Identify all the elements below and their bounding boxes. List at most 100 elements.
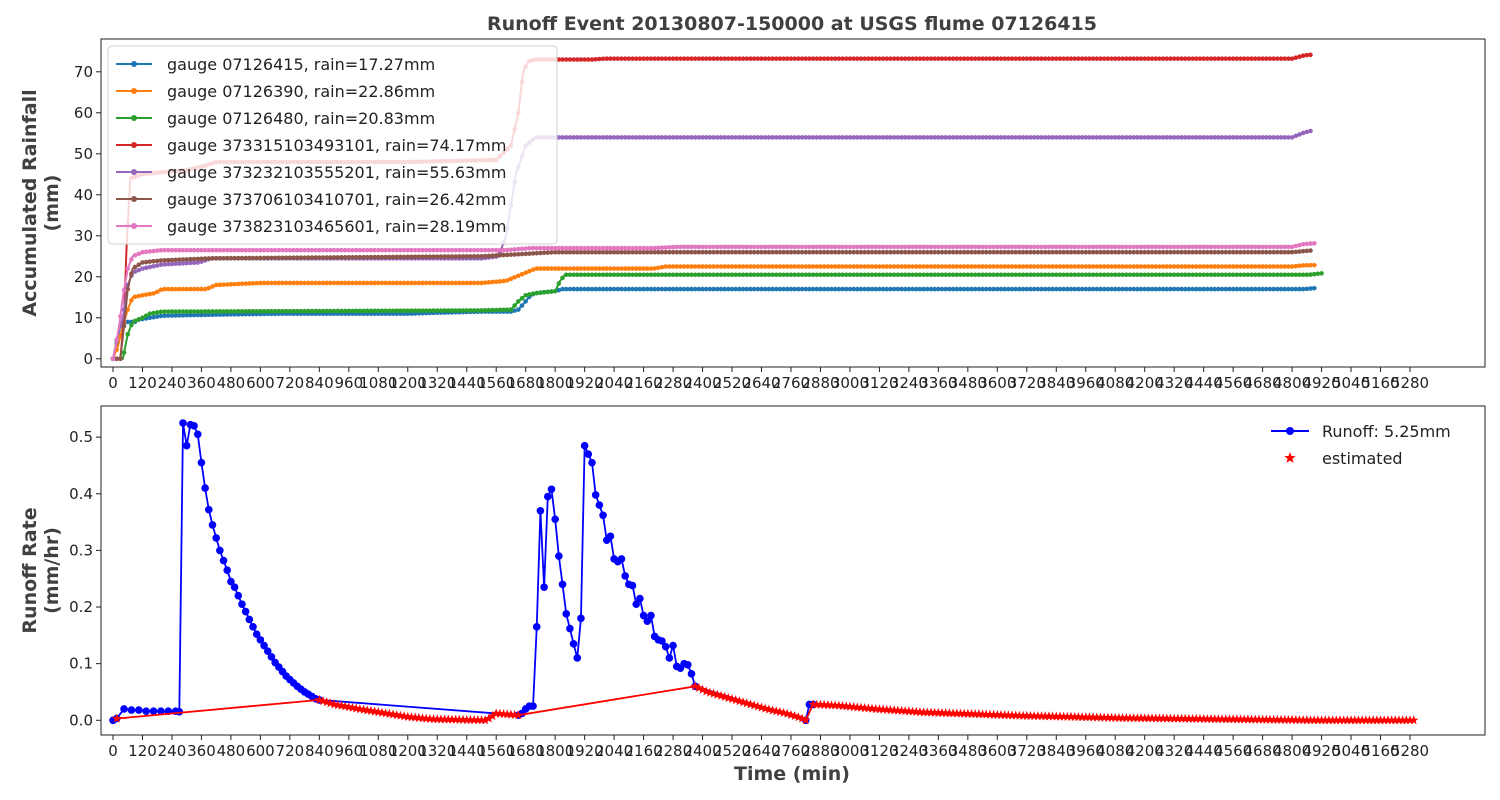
rainfall-point	[250, 247, 256, 253]
rainfall-point	[1278, 135, 1284, 140]
rainfall-point	[224, 282, 230, 287]
x-tick-label: 1800	[536, 742, 574, 760]
estimated-point	[436, 714, 446, 724]
rainfall-point	[239, 247, 245, 253]
rainfall-point	[987, 56, 993, 61]
rainfall-point	[457, 247, 462, 253]
rainfall-point	[714, 286, 720, 292]
y-tick-label: 0.5	[69, 428, 93, 446]
rainfall-point	[324, 255, 330, 260]
estimated-point	[1125, 713, 1135, 723]
rainfall-point	[1050, 286, 1055, 292]
rainfall-point	[320, 308, 326, 314]
rainfall-point	[796, 286, 801, 292]
rainfall-point	[1127, 56, 1133, 61]
rainfall-point	[420, 280, 425, 286]
rainfall-point	[855, 244, 860, 250]
rainfall-point	[976, 272, 982, 278]
estimated-point	[782, 708, 793, 718]
rainfall-point	[851, 249, 856, 255]
rainfall-point	[1205, 286, 1210, 292]
rainfall-point	[1264, 264, 1269, 269]
rainfall-point	[1094, 135, 1100, 140]
rainfall-point	[350, 254, 355, 260]
rainfall-point	[567, 272, 573, 278]
rainfall-point	[729, 135, 735, 140]
legend-entry: gauge 373823103465601, rain=28.19mm	[167, 217, 506, 236]
rainfall-point	[364, 247, 370, 253]
rainfall-point	[1227, 264, 1232, 269]
rainfall-point	[287, 280, 293, 286]
rainfall-point	[703, 264, 709, 269]
rainfall-point	[884, 135, 890, 140]
rainfall-point	[339, 308, 344, 314]
rainfall-point	[899, 264, 904, 269]
x-tick-label: 2400	[683, 374, 721, 392]
rainfall-point	[1098, 272, 1103, 278]
estimated-point	[1084, 712, 1095, 722]
rainfall-point	[814, 272, 820, 278]
rainfall-point	[228, 309, 234, 314]
rainfall-point	[980, 264, 985, 269]
x-tick-label: 1320	[418, 374, 456, 392]
rainfall-point	[346, 308, 352, 314]
rainfall-point	[1039, 272, 1044, 278]
rainfall-point	[1035, 286, 1041, 292]
rainfall-point	[972, 244, 978, 250]
rainfall-point	[442, 254, 447, 259]
rainfall-point	[140, 266, 145, 271]
rainfall-point	[221, 247, 226, 253]
rainfall-point	[611, 135, 617, 140]
estimated-point	[443, 714, 454, 724]
rainfall-point	[1094, 286, 1100, 292]
rainfall-point	[563, 57, 569, 62]
estimated-point	[926, 707, 936, 717]
x-tick-label: 480	[217, 374, 246, 392]
estimated-point	[1397, 715, 1408, 725]
rainfall-point	[217, 255, 223, 261]
rainfall-point	[549, 289, 554, 294]
x-tick-label: 240	[158, 374, 187, 392]
rainfall-point	[1300, 286, 1306, 292]
rainfall-point	[1171, 264, 1177, 269]
rainfall-point	[1201, 272, 1206, 278]
rainfall-point	[729, 286, 735, 292]
rainfall-point	[1171, 286, 1177, 292]
rainfall-point	[667, 249, 672, 255]
estimated-point	[1287, 714, 1297, 725]
rainfall-point	[711, 286, 716, 292]
rainfall-point	[180, 309, 186, 314]
rainfall-point	[980, 286, 985, 292]
rainfall-point	[1013, 249, 1019, 255]
rainfall-point	[283, 247, 289, 253]
rainfall-point	[265, 255, 271, 261]
rainfall-point	[1179, 135, 1184, 140]
rainfall-point	[1053, 56, 1059, 61]
rainfall-point	[1002, 249, 1007, 255]
rainfall-point	[335, 308, 341, 314]
rainfall-point	[729, 56, 735, 61]
rainfall-point	[1131, 272, 1136, 278]
rainfall-point	[232, 309, 237, 314]
rainfall-point	[648, 266, 654, 271]
estimated-point	[1029, 711, 1039, 721]
rainfall-point	[622, 249, 628, 255]
rainfall-point	[1297, 249, 1302, 254]
rainfall-point	[762, 135, 768, 140]
rainfall-point	[1245, 272, 1251, 278]
estimated-point	[447, 714, 457, 724]
rainfall-point	[1076, 249, 1081, 255]
rainfall-point	[346, 280, 352, 286]
estimated-point	[458, 714, 468, 724]
rainfall-point	[1201, 56, 1206, 61]
rainfall-point	[265, 308, 271, 314]
x-tick-label: 3360	[919, 374, 957, 392]
rainfall-point	[803, 264, 809, 269]
rainfall-point	[678, 56, 683, 61]
rainfall-point	[280, 308, 285, 314]
rainfall-point	[1208, 56, 1214, 61]
rainfall-point	[987, 264, 993, 269]
rainfall-point	[1112, 244, 1118, 250]
rainfall-point	[199, 312, 204, 318]
rainfall-point	[1039, 244, 1044, 250]
